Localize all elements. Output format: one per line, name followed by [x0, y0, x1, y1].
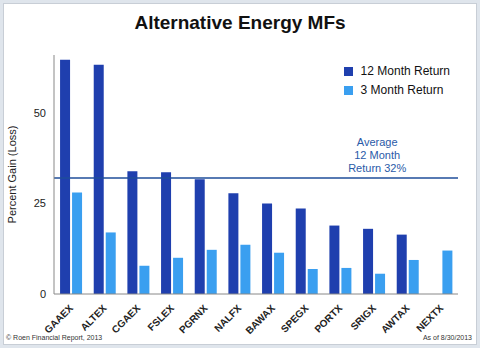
svg-text:SRIGX: SRIGX — [348, 302, 378, 332]
html-text:12 Month Return: 12 Month Return — [360, 64, 450, 78]
svg-text:ALTEX: ALTEX — [78, 302, 109, 333]
svg-text:NALFX: NALFX — [212, 302, 244, 334]
svg-text:AWTAX: AWTAX — [379, 302, 412, 335]
html-text:Alternative Energy MFs: Alternative Energy MFs — [134, 12, 346, 33]
html-text:3 Month Return: 3 Month Return — [360, 83, 444, 97]
svg-text:50: 50 — [34, 107, 46, 119]
svg-text:GAAEX: GAAEX — [42, 302, 75, 335]
svg-text:FSLEX: FSLEX — [146, 302, 177, 333]
svg-text:BAWAX: BAWAX — [243, 302, 277, 336]
svg-text:Percent Gain (Loss): Percent Gain (Loss) — [8, 126, 18, 224]
svg-text:Average12 MonthReturn 32%: Average12 MonthReturn 32% — [348, 136, 406, 174]
svg-text:0: 0 — [40, 288, 46, 300]
html-text:© Roen Financial Report, 2013: © Roen Financial Report, 2013 — [6, 334, 103, 341]
svg-text:25: 25 — [34, 197, 46, 209]
svg-text:CGAEX: CGAEX — [109, 302, 142, 335]
svg-text:PGRNX: PGRNX — [177, 302, 210, 335]
svg-text:NEXTX: NEXTX — [414, 302, 446, 334]
svg-text:SPEGX: SPEGX — [279, 302, 311, 334]
html-text:As of 8/30/2013: As of 8/30/2013 — [423, 334, 472, 341]
svg-text:PORTX: PORTX — [312, 302, 344, 334]
